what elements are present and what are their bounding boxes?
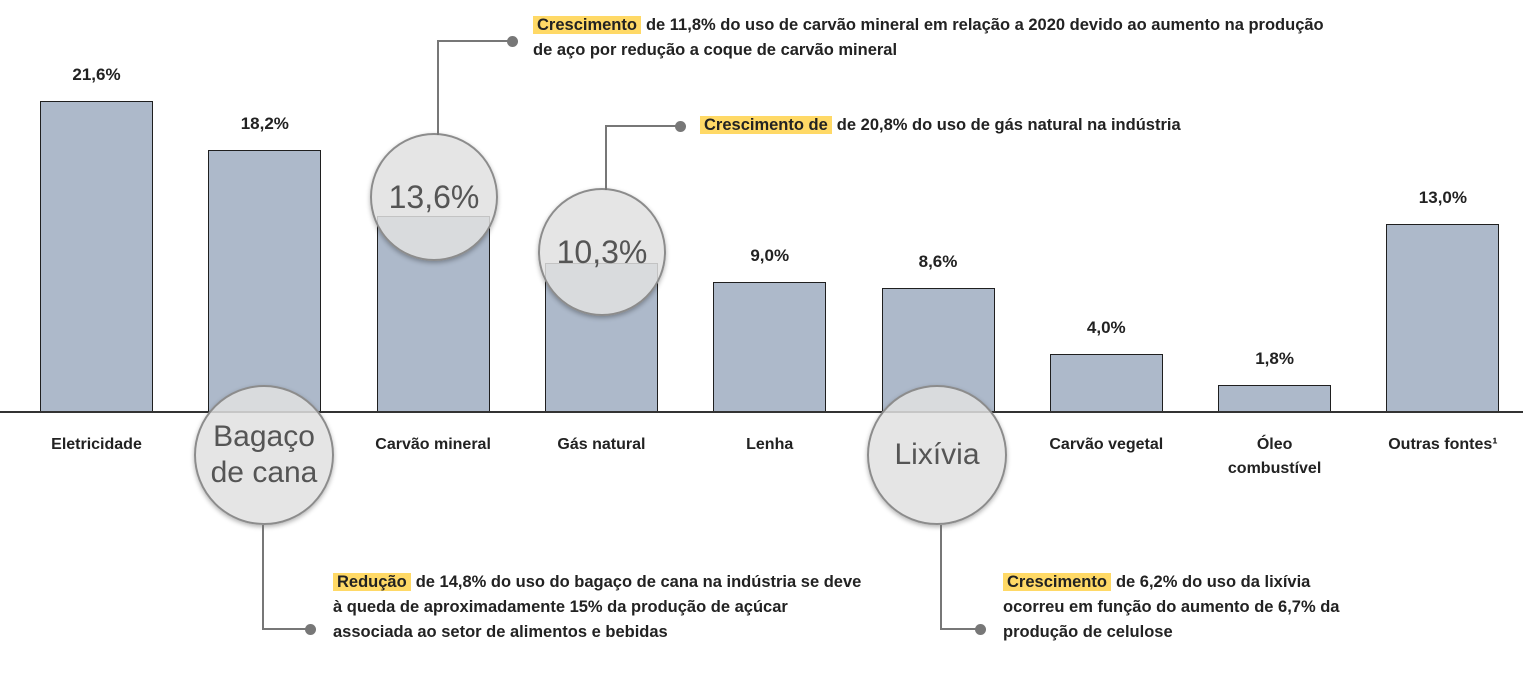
annotation: Redução de 14,8% do uso do bagaço de cana… bbox=[333, 570, 863, 645]
annotation: Crescimento de de 20,8% do uso de gás nat… bbox=[700, 113, 1400, 138]
category-label: Carvão mineral bbox=[375, 436, 491, 453]
annotation-highlight: Redução bbox=[333, 573, 411, 591]
value-label: 9,0% bbox=[750, 245, 790, 265]
annotation-highlight: Crescimento bbox=[533, 16, 641, 34]
connector-dot bbox=[507, 35, 518, 47]
category-label: Gás natural bbox=[557, 436, 646, 453]
bar bbox=[208, 149, 322, 411]
value-label: 21,6% bbox=[72, 65, 121, 85]
bar bbox=[713, 281, 827, 411]
value-label: 10,3% bbox=[538, 188, 666, 316]
value-label: 1,8% bbox=[1255, 349, 1294, 369]
category-label: Bagaço de cana bbox=[194, 385, 334, 525]
category-label: Óleo combustível bbox=[1227, 436, 1322, 477]
value-label: 4,0% bbox=[1086, 317, 1126, 337]
bar bbox=[40, 101, 153, 411]
annotation: Crescimento de 6,2% do uso da lixívia oco… bbox=[1003, 570, 1343, 645]
value-label: 8,6% bbox=[918, 251, 958, 271]
category-label: Carvão vegetal bbox=[1049, 436, 1164, 453]
connector bbox=[940, 525, 982, 630]
annotation-text: de 11,8% do uso de carvão mineral em rel… bbox=[533, 16, 1324, 59]
category-label: Eletricidade bbox=[51, 436, 142, 453]
bar bbox=[1386, 224, 1500, 411]
category-label: Lenha bbox=[746, 436, 794, 453]
category-label: Lixívia bbox=[867, 385, 1007, 525]
category-label: Outras fontes¹ bbox=[1388, 436, 1498, 453]
value-label: 13,0% bbox=[1418, 188, 1467, 208]
value-label: 13,6% bbox=[370, 133, 498, 261]
annotation-text: de 20,8% do uso de gás natural na indúst… bbox=[836, 116, 1181, 134]
connector-dot bbox=[675, 120, 686, 132]
bar bbox=[1218, 385, 1332, 411]
annotation-text: de 14,8% do uso do bagaço de cana na ind… bbox=[333, 573, 862, 641]
connector bbox=[605, 125, 682, 190]
annotation-highlight: Crescimento de bbox=[700, 116, 832, 134]
connector-dot bbox=[975, 623, 986, 635]
bar bbox=[1049, 353, 1163, 411]
annotation-text: de 6,2% do uso da lixívia ocorreu em fun… bbox=[1003, 573, 1340, 641]
connector bbox=[437, 40, 514, 135]
connector-dot bbox=[305, 623, 316, 635]
annotation: Crescimento de 11,8% do uso de carvão min… bbox=[533, 13, 1333, 63]
baseline bbox=[0, 411, 1523, 413]
annotation-highlight: Crescimento bbox=[1003, 573, 1111, 591]
connector bbox=[262, 525, 312, 630]
value-label: 18,2% bbox=[240, 113, 289, 133]
